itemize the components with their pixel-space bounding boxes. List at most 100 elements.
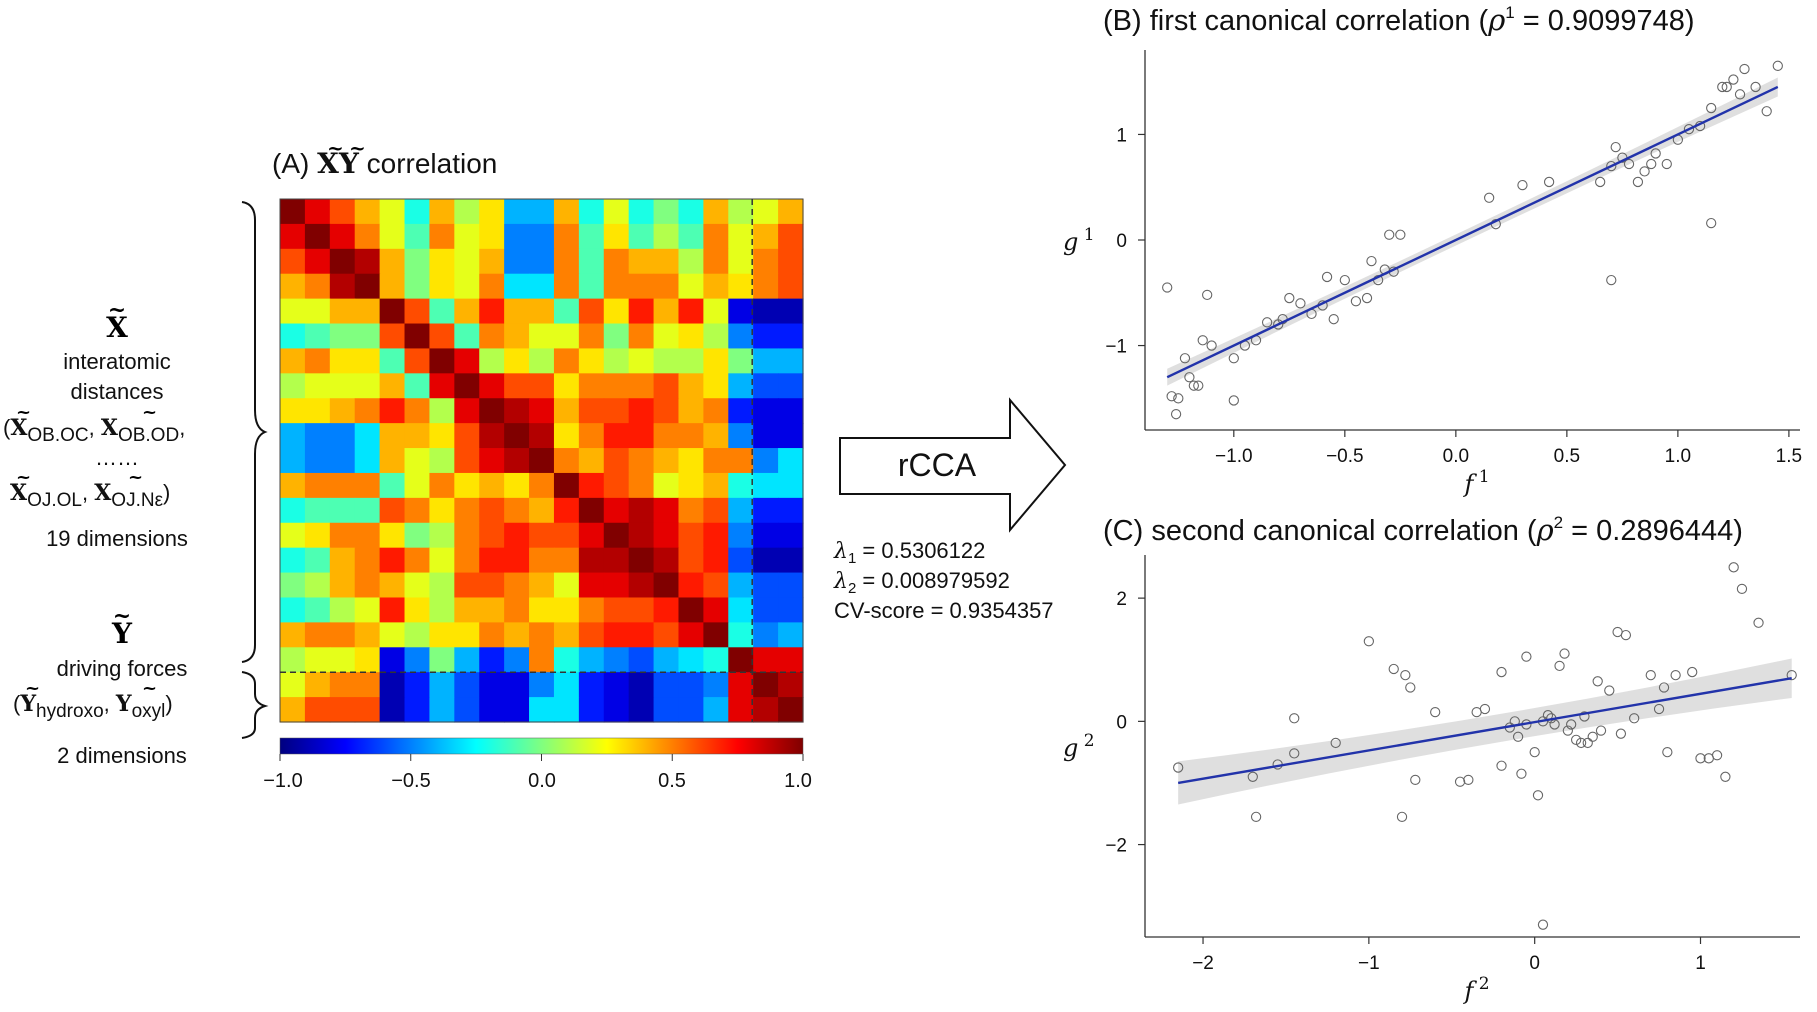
- heatmap-cell: [429, 398, 455, 424]
- heatmap-cell: [529, 423, 555, 449]
- heatmap-cell: [728, 423, 754, 449]
- x-block-ellipsis: ……: [95, 445, 139, 470]
- heatmap-cell: [454, 497, 480, 524]
- heatmap-cell: [329, 672, 356, 698]
- scatter-point: [1623, 158, 1635, 170]
- heatmap-cell: [728, 647, 754, 673]
- heatmap-cell: [703, 697, 729, 723]
- heatmap-cell: [678, 373, 704, 399]
- heatmap-cell: [280, 448, 306, 474]
- y-block-symbol: Y: [111, 617, 133, 650]
- heatmap-cell: [653, 348, 680, 374]
- scatter-point: [1479, 703, 1491, 715]
- scatter-point: [1662, 747, 1673, 758]
- colorbar-ticks: [279, 754, 804, 761]
- heatmap-cell: [703, 248, 729, 275]
- scatter-point: [1197, 335, 1208, 346]
- heatmap-cell: [454, 647, 480, 673]
- heatmap-cell: [778, 398, 804, 424]
- heatmap-cell: [578, 298, 605, 325]
- heatmap-cell: [728, 547, 754, 574]
- heatmap-cell: [379, 472, 406, 499]
- heatmap-cell: [354, 472, 381, 499]
- scatter-point: [1410, 774, 1421, 786]
- heatmap-cell: [479, 448, 505, 474]
- heatmap-cell: [753, 647, 779, 673]
- heatmap-cell: [304, 323, 331, 350]
- heatmap-cell: [280, 597, 306, 623]
- scatter-point: [1582, 737, 1593, 749]
- heatmap-cell: [329, 199, 356, 225]
- x-block-tilde: ~: [108, 297, 126, 323]
- heatmap-cell: [578, 572, 605, 599]
- heatmap-cell: [703, 572, 729, 599]
- x-tick-label: 0.0: [1443, 446, 1469, 467]
- heatmap-cell: [603, 448, 630, 474]
- rcca-arrow-label: rCCA: [898, 447, 977, 483]
- heatmap-cell: [728, 697, 754, 723]
- heatmap-cell: [280, 298, 306, 325]
- heatmap-cell: [703, 547, 729, 574]
- heatmap-cell: [280, 497, 306, 524]
- scatter-point: [1202, 289, 1213, 301]
- heatmap-cell: [678, 547, 704, 574]
- x-sym-tilde: ~: [16, 402, 31, 423]
- heatmap-cell: [678, 423, 704, 449]
- heatmap-cell: [404, 248, 431, 275]
- x-block-line2: distances: [71, 379, 164, 404]
- scatter-point: [1595, 176, 1606, 188]
- scatter-point: [1361, 292, 1373, 304]
- heatmap-cell: [678, 672, 704, 698]
- scatter-point: [1554, 660, 1565, 672]
- lambda1-text: λ1 = 0.5306122: [833, 538, 985, 567]
- y-axis-label: g 2: [1063, 731, 1095, 762]
- heatmap-cell: [778, 472, 804, 499]
- y-block-brace: [241, 671, 269, 739]
- heatmap-cell: [578, 522, 605, 549]
- heatmap-cell: [379, 398, 406, 424]
- title-tilde-y: ~: [349, 136, 366, 160]
- heatmap-cell: [379, 597, 406, 623]
- heatmap-cell: [703, 672, 729, 698]
- heatmap-cell: [653, 522, 680, 549]
- heatmap-cell: [479, 547, 505, 574]
- scatter-point: [1396, 811, 1408, 823]
- heatmap-cell: [504, 448, 530, 474]
- x-sym-tilde: ~: [142, 402, 157, 423]
- heatmap-cell: [429, 248, 455, 275]
- scatter-point: [1717, 81, 1728, 93]
- heatmap-cell: [304, 199, 331, 225]
- heatmap-cell: [603, 248, 630, 275]
- heatmap-cell: [653, 647, 680, 673]
- heatmap-cell: [429, 199, 455, 225]
- heatmap-cell: [354, 597, 381, 623]
- heatmap-cell: [553, 472, 580, 499]
- scatter-point: [1639, 166, 1650, 177]
- heatmap-cell: [454, 423, 480, 449]
- heatmap-cell: [753, 223, 779, 250]
- heatmap-cell: [454, 223, 480, 250]
- heatmap-cell: [529, 647, 555, 673]
- heatmap-cell: [628, 423, 655, 449]
- scatter-point: [1615, 728, 1627, 739]
- x-tick-label: 0: [1529, 953, 1540, 974]
- heatmap-cell: [429, 547, 455, 574]
- heatmap-cell: [728, 273, 754, 300]
- heatmap-cell: [553, 697, 580, 723]
- scatter-point: [1193, 380, 1204, 391]
- scatter-point: [1629, 713, 1640, 724]
- heatmap-cell: [529, 348, 555, 374]
- heatmap-cell: [504, 697, 530, 723]
- scatter-point: [1650, 148, 1661, 159]
- heatmap-cell: [404, 323, 431, 350]
- panel-b-title: (B) first canonical correlation (ρ1 = 0.…: [1103, 3, 1695, 37]
- heatmap-cell: [454, 672, 480, 698]
- scatter-point: [1162, 282, 1173, 293]
- heatmap-cell: [603, 273, 630, 300]
- x-block-line3: (XOB.OC, XOB.OD,: [3, 415, 185, 446]
- heatmap-cell: [728, 622, 754, 648]
- heatmap-cell: [429, 697, 455, 723]
- heatmap-cell: [703, 273, 729, 300]
- heatmap-cell: [653, 622, 680, 648]
- heatmap-cell: [280, 373, 306, 399]
